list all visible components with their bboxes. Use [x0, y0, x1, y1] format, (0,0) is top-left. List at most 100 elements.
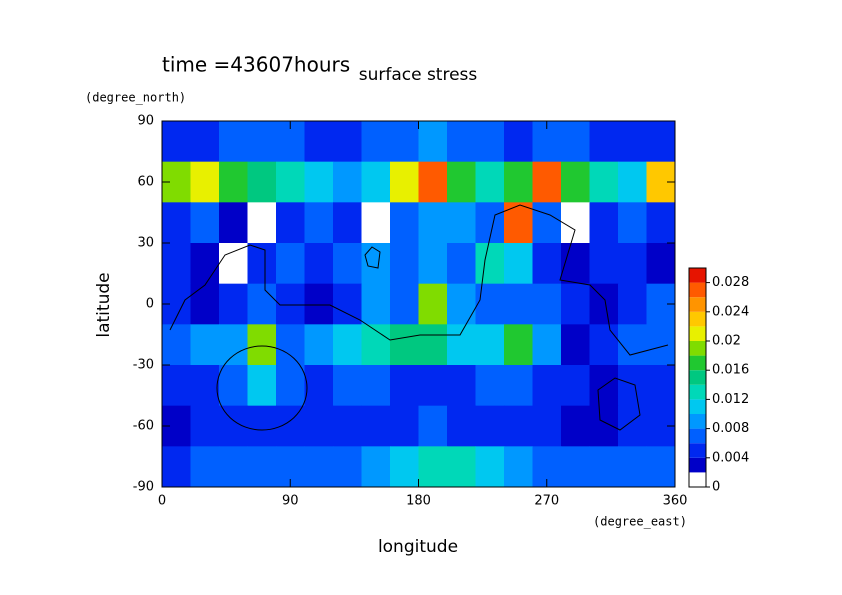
field-cell: [447, 324, 476, 366]
field-cell: [561, 202, 590, 244]
field-cell: [618, 324, 647, 366]
field-cell: [504, 405, 533, 447]
colorbar-swatch: [689, 414, 706, 429]
field-cell: [247, 405, 277, 447]
field-cell: [504, 365, 533, 407]
field-cell: [589, 161, 619, 203]
field-cell: [504, 324, 533, 366]
field-cell: [589, 283, 619, 325]
field-cell: [162, 324, 191, 366]
x-tick-label: 0: [158, 494, 166, 509]
colorbar-swatch: [689, 457, 706, 473]
field-cell: [418, 324, 448, 366]
field-cell: [418, 243, 448, 285]
field-cell: [190, 405, 220, 447]
field-cell: [532, 324, 562, 366]
field-cell: [333, 405, 362, 447]
field-cell: [447, 243, 476, 285]
field-cell: [333, 446, 362, 488]
field-cell: [390, 405, 419, 447]
field-cell: [333, 365, 362, 407]
field-cell: [618, 121, 647, 163]
field-cell: [390, 324, 419, 366]
field-cell: [646, 365, 676, 407]
field-cell: [219, 121, 248, 163]
field-cell: [646, 446, 676, 488]
field-cell: [276, 243, 305, 285]
field-cell: [646, 202, 676, 244]
field-cell: [589, 202, 619, 244]
field-cell: [304, 121, 334, 163]
field-cell: [304, 365, 334, 407]
field-cell: [504, 446, 533, 488]
field-cell: [304, 161, 334, 203]
chart-subtitle: time =43607hours: [162, 53, 350, 77]
field-cell: [618, 202, 647, 244]
field-cell: [219, 161, 248, 203]
colorbar-swatch: [689, 341, 706, 356]
field-cell: [532, 283, 562, 325]
colorbar-swatch: [689, 268, 706, 283]
field-cell: [646, 324, 676, 366]
chart-title: surface stress: [359, 65, 478, 85]
field-cell: [219, 365, 248, 407]
field-cell: [589, 243, 619, 285]
field-cell: [247, 446, 277, 488]
field-cell: [361, 121, 391, 163]
x-tick-label: 180: [406, 494, 431, 509]
colorbar-swatch: [689, 297, 706, 312]
colorbar-tick-label: 0.02: [712, 334, 741, 349]
field-cell: [304, 243, 334, 285]
field-cell: [646, 121, 676, 163]
colorbar-swatch: [689, 428, 706, 444]
field-cell: [247, 365, 277, 407]
colorbar-tick-label: 0.008: [712, 421, 749, 436]
field-cell: [276, 324, 305, 366]
field-cell: [361, 365, 391, 407]
x-unit: (degree_east): [593, 515, 687, 529]
field-cell: [504, 202, 533, 244]
field-cell: [333, 243, 362, 285]
field-cell: [418, 121, 448, 163]
field-cell: [333, 202, 362, 244]
field-cell: [190, 446, 220, 488]
field-cell: [532, 243, 562, 285]
field-cell: [390, 365, 419, 407]
field-cell: [589, 324, 619, 366]
field-cell: [361, 161, 391, 203]
field-cell: [247, 243, 277, 285]
field-cell: [589, 405, 619, 447]
field-cell: [561, 121, 590, 163]
field-cell: [475, 283, 505, 325]
field-cell: [333, 283, 362, 325]
colorbar-frame: [688, 267, 707, 488]
y-tick-label: -30: [133, 358, 154, 373]
x-tick-label: 360: [663, 494, 688, 509]
field-cell: [390, 121, 419, 163]
field-cell: [219, 202, 248, 244]
field-cell: [418, 405, 448, 447]
field-cell: [447, 202, 476, 244]
field-cell: [618, 405, 647, 447]
field-cell: [618, 243, 647, 285]
field-cell: [361, 202, 391, 244]
field-cell: [162, 202, 191, 244]
colorbar-tick-label: 0.028: [712, 275, 749, 290]
field-cell: [219, 283, 248, 325]
field: [162, 121, 676, 488]
field-cell: [304, 405, 334, 447]
y-axis-label: latitude: [94, 272, 114, 337]
field-cell: [247, 283, 277, 325]
field-cell: [390, 243, 419, 285]
colorbar-tick-label: 0.004: [712, 450, 749, 465]
field-cell: [561, 283, 590, 325]
field-cell: [447, 121, 476, 163]
field-cell: [190, 283, 220, 325]
field-cell: [475, 365, 505, 407]
colorbar-tick-label: 0.024: [712, 304, 749, 319]
y-unit: (degree_north): [85, 91, 186, 105]
field-cell: [247, 202, 277, 244]
field-cell: [190, 324, 220, 366]
field-cell: [589, 446, 619, 488]
field-cell: [219, 243, 248, 285]
